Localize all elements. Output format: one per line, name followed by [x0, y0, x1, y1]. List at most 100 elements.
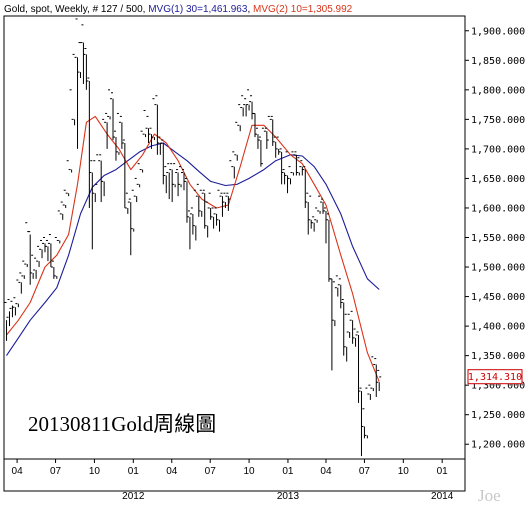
price-bar	[66, 160, 71, 197]
header-sep-2: ,	[87, 4, 93, 15]
price-bar	[75, 18, 80, 149]
price-bar	[81, 24, 86, 84]
price-bar	[143, 110, 148, 138]
x-tick-label: 10	[244, 466, 256, 477]
price-bar	[235, 121, 240, 161]
price-bar	[312, 216, 317, 232]
ma10-line-group	[6, 115, 380, 382]
price-bar	[22, 260, 27, 279]
price-bar	[356, 331, 361, 403]
price-bar	[288, 166, 293, 185]
price-bar	[131, 189, 136, 232]
x-tick-label: 10	[398, 466, 410, 477]
header-bars: # 127 / 500	[93, 4, 143, 15]
price-bar	[264, 127, 269, 149]
x-year-label: 2012	[122, 491, 145, 502]
price-bar	[371, 356, 376, 392]
price-bar	[362, 408, 367, 439]
price-bar	[205, 201, 210, 238]
price-bar	[365, 387, 370, 439]
price-bar	[99, 154, 104, 203]
price-bar	[176, 169, 181, 197]
y-tick-label: 1,200.000	[471, 440, 525, 451]
last-price-tag-box	[467, 369, 523, 385]
y-tick-label: 1,400.000	[471, 322, 525, 333]
ma30-line	[6, 142, 380, 356]
price-bar	[332, 281, 337, 327]
y-tick-label: 1,450.000	[471, 292, 525, 303]
x-tick-label: 01	[282, 466, 294, 477]
price-bar	[63, 189, 68, 208]
price-bar	[318, 195, 323, 214]
x-year-label: 2014	[431, 491, 454, 502]
price-bar	[161, 139, 166, 185]
x-tick-label: 04	[166, 466, 178, 477]
last-price-tag-text: 1,314.310	[468, 372, 522, 383]
price-bar	[93, 160, 98, 203]
price-bar	[250, 95, 255, 120]
price-bar	[187, 210, 192, 250]
price-bar	[78, 42, 83, 79]
x-tick-label: 04	[12, 466, 24, 477]
price-bar	[377, 369, 382, 392]
price-bar	[347, 313, 352, 338]
price-bar	[276, 136, 281, 155]
ma30-line-group	[6, 142, 380, 356]
price-bar	[31, 254, 36, 279]
price-bar	[326, 213, 331, 282]
y-tick-label: 1,350.000	[471, 351, 525, 362]
price-bar	[315, 207, 320, 223]
price-bar	[199, 189, 204, 217]
price-bar	[238, 104, 243, 132]
price-bar	[48, 234, 53, 268]
price-bar	[359, 387, 364, 457]
price-bar	[353, 328, 358, 347]
x-year-label: 2013	[277, 491, 300, 502]
price-bar	[190, 207, 195, 235]
price-bar	[146, 115, 151, 143]
price-bar	[105, 112, 110, 149]
x-tick-label: 10	[89, 466, 101, 477]
y-tick-label: 1,250.000	[471, 410, 525, 421]
header-sep-1: ,	[50, 4, 56, 15]
price-bar	[335, 275, 340, 297]
price-bar	[223, 192, 228, 208]
price-bar	[220, 192, 225, 217]
price-bar	[25, 222, 30, 268]
price-bar	[149, 127, 154, 149]
y-tick-label: 1,500.000	[471, 263, 525, 274]
price-bar	[116, 112, 121, 155]
price-bar	[338, 278, 343, 309]
price-bar	[42, 237, 47, 253]
price-bar	[300, 160, 305, 176]
price-bar	[16, 279, 21, 308]
price-bar	[19, 272, 24, 294]
price-bar	[344, 313, 349, 362]
price-bar	[4, 301, 9, 341]
price-bar	[270, 115, 275, 146]
price-bar	[40, 239, 45, 259]
price-bar	[208, 192, 213, 220]
price-bar	[57, 210, 62, 244]
price-bar	[306, 192, 311, 235]
price-bar	[119, 115, 124, 149]
price-bar	[13, 297, 18, 316]
price-bars	[4, 18, 382, 457]
price-bar	[54, 237, 59, 279]
x-tick-label: 07	[359, 466, 371, 477]
price-bar	[37, 245, 42, 268]
price-bar	[90, 160, 95, 250]
price-bar	[294, 151, 299, 176]
price-bar	[279, 148, 284, 185]
price-bar	[247, 89, 252, 111]
price-bar	[241, 95, 246, 117]
price-bar	[69, 89, 74, 173]
price-bar	[170, 163, 175, 203]
y-axis: 1,200.000 1,250.000 1,300.000 1,350.000 1,40…	[465, 26, 525, 451]
y-tick-label: 1,300.000	[471, 381, 525, 392]
price-bar	[214, 207, 219, 226]
price-bar	[102, 118, 107, 197]
price-bar	[226, 192, 231, 211]
price-bar	[34, 257, 39, 279]
